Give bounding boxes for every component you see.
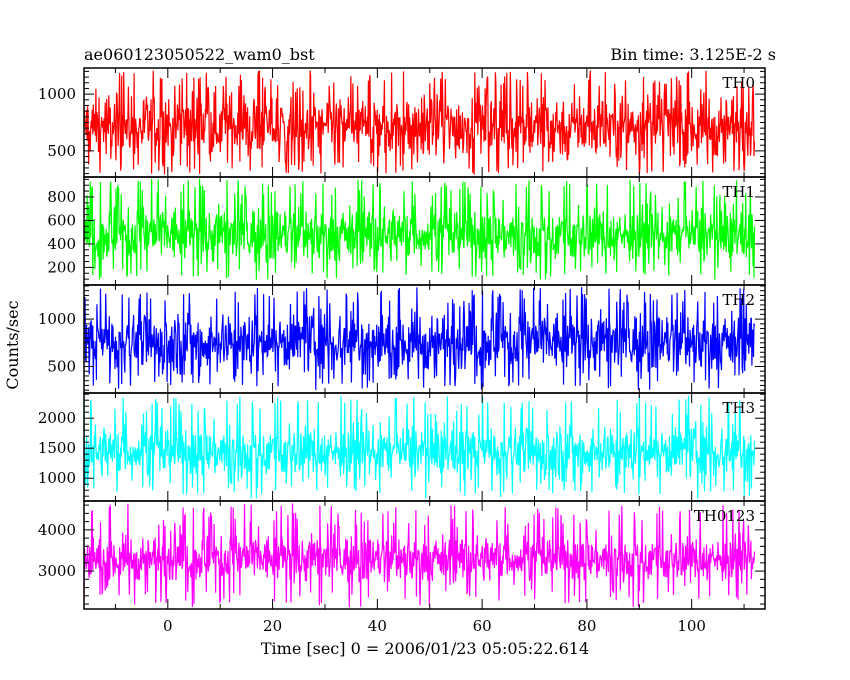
panel-th3: TH3 1000 1500 2000 [38, 392, 766, 502]
panel-label-th0123: TH0123 [694, 507, 755, 525]
y-tick-label: 1000 [38, 469, 76, 487]
x-tick-label: 40 [368, 617, 387, 635]
panel-th1: TH1 200 400 600 800 [47, 176, 766, 286]
series-line-th0123 [83, 503, 756, 608]
panel-label-th3: TH3 [722, 399, 755, 417]
y-tick-label: 3000 [38, 562, 76, 580]
y-tick-label: 2000 [38, 409, 76, 427]
x-tick-label: 0 [163, 617, 173, 635]
panel-th0123: TH0123 3000 4000 0 20 40 60 80 100 [38, 500, 766, 635]
series-line-th0 [83, 70, 756, 175]
x-tick-label: 80 [577, 617, 596, 635]
y-tick-label: 500 [47, 142, 76, 160]
y-axis-label: Counts/sec [3, 300, 22, 389]
panel-th2: TH2 500 1000 [38, 284, 766, 394]
y-tick-label: 800 [47, 188, 76, 206]
x-tick-label: 60 [473, 617, 492, 635]
x-tick-label: 20 [263, 617, 282, 635]
y-tick-label: 400 [47, 235, 76, 253]
series-line-th2 [83, 287, 756, 391]
y-tick-label: 1500 [38, 439, 76, 457]
chart-title: ae060123050522_wam0_bst [84, 45, 315, 64]
y-tick-label: 200 [47, 258, 76, 276]
y-tick-label: 600 [47, 211, 76, 229]
bin-time-label: Bin time: 3.125E-2 s [610, 45, 776, 64]
panel-label-th1: TH1 [722, 183, 755, 201]
panels: TH05001000TH1200400600800TH25001000TH310… [38, 67, 766, 635]
series-line-th3 [83, 395, 756, 499]
y-tick-label: 1000 [38, 310, 76, 328]
panel-th0: TH0 500 1000 [38, 67, 766, 178]
y-tick-label: 500 [47, 357, 76, 375]
y-tick-label: 1000 [38, 85, 76, 103]
series-line-th1 [83, 178, 756, 280]
x-axis-label: Time [sec] 0 = 2006/01/23 05:05:22.614 [261, 639, 589, 658]
panel-label-th0: TH0 [722, 74, 755, 92]
x-tick-label: 100 [677, 617, 706, 635]
panel-label-th2: TH2 [722, 291, 755, 309]
y-tick-label: 4000 [38, 521, 76, 539]
